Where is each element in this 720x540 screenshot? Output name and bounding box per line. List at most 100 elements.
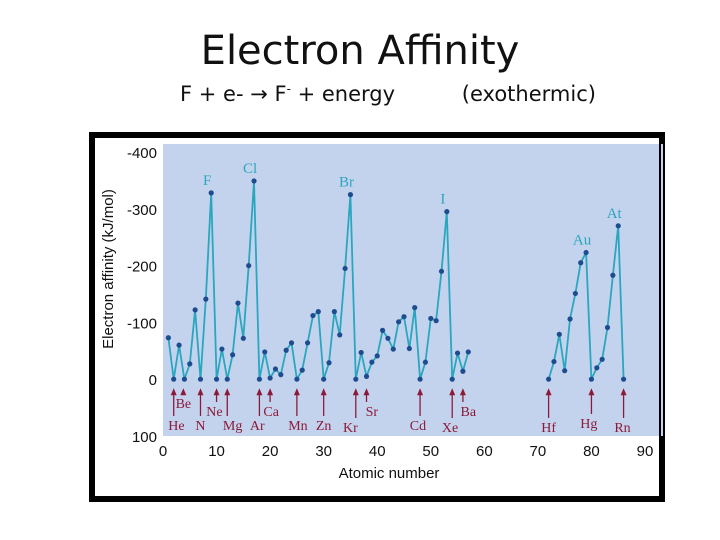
data-point [588, 376, 595, 382]
data-point [385, 335, 391, 341]
data-point [556, 331, 562, 337]
data-point [208, 190, 214, 196]
data-point [310, 312, 316, 319]
pointer-arrow-head [256, 388, 263, 396]
data-point [342, 265, 348, 272]
zero-element-label: Ca [263, 405, 279, 420]
x-tick-label: 10 [208, 443, 225, 460]
data-point [578, 260, 584, 266]
data-point [203, 296, 209, 302]
data-point [604, 324, 611, 331]
data-point [165, 335, 171, 341]
data-point [299, 367, 305, 373]
x-tick-label: 70 [530, 443, 547, 460]
data-point [326, 360, 332, 366]
data-point [294, 376, 300, 382]
data-point [240, 335, 246, 341]
data-point [546, 376, 552, 382]
x-tick-label: 30 [315, 443, 332, 460]
data-point [267, 375, 273, 381]
data-point [390, 346, 396, 352]
data-point [272, 366, 279, 372]
data-point [331, 309, 337, 315]
element-label: F [203, 173, 211, 189]
y-tick-label: -200 [127, 259, 157, 276]
data-point [187, 361, 193, 367]
data-point [305, 340, 311, 346]
zero-element-label: Ne [206, 405, 222, 420]
data-point [246, 263, 252, 269]
data-point [363, 373, 370, 379]
pointer-arrow-head [224, 388, 231, 396]
equation-spacer [395, 82, 462, 106]
pointer-arrow-head [545, 388, 552, 396]
pointer-arrow-head [293, 388, 300, 396]
slide-equation: F + e- → F- + energy (exothermic) [180, 82, 596, 106]
data-point [213, 376, 220, 382]
data-point [401, 314, 407, 320]
data-point [406, 345, 412, 352]
y-tick-label: 0 [149, 372, 157, 389]
data-point [594, 365, 600, 371]
zero-element-label: Ba [460, 405, 476, 420]
equation-superscript: - [286, 82, 291, 96]
zero-element-label: Zn [316, 419, 332, 434]
data-point [599, 356, 605, 362]
data-point [583, 249, 589, 256]
element-label: Au [573, 233, 592, 249]
data-point [315, 309, 321, 315]
equation-left: F + e- → F [180, 82, 287, 106]
data-point [465, 349, 471, 355]
y-tick-label: 100 [132, 429, 157, 446]
data-point [412, 305, 418, 311]
y-tick-label: -400 [127, 145, 157, 162]
equation-right: + energy [290, 82, 396, 106]
slide-title: Electron Affinity [200, 28, 520, 74]
chart-frame: -400 -300 -200 -100 0 100 0 10 20 30 40 50 60 70 80 90 A… [89, 132, 665, 502]
element-label: Cl [243, 161, 257, 177]
data-point [449, 376, 455, 382]
data-point [347, 192, 354, 198]
x-tick-label: 50 [422, 443, 439, 460]
x-tick-label: 40 [369, 443, 386, 460]
zero-element-label: Rn [614, 421, 630, 436]
data-point [181, 376, 188, 382]
element-label: I [440, 192, 445, 208]
data-point [288, 340, 295, 346]
data-point [256, 376, 262, 382]
data-point [610, 272, 616, 278]
y-tick-label: -100 [127, 315, 157, 332]
data-point [379, 327, 386, 333]
data-point [192, 307, 198, 313]
data-point [219, 346, 225, 352]
data-point [396, 319, 402, 325]
data-point [358, 349, 364, 356]
zero-element-label: Hf [541, 421, 556, 436]
pointer-arrow-head [588, 388, 595, 396]
chart-border [93, 136, 661, 498]
x-tick-label: 90 [637, 443, 654, 460]
pointer-arrow-head [352, 388, 359, 396]
y-axis-title: Electron affinity (kJ/mol) [100, 189, 117, 349]
x-tick-label: 60 [476, 443, 493, 460]
zero-element-label: Kr [343, 421, 358, 436]
data-point [438, 268, 445, 274]
data-point [224, 376, 230, 382]
pointer-arrow-head [197, 388, 204, 396]
x-tick-label: 80 [583, 443, 600, 460]
data-point [422, 359, 429, 365]
pointer-arrow-head [170, 388, 177, 396]
pointer-arrow-head [213, 388, 220, 396]
data-point [615, 223, 621, 229]
x-axis-title: Atomic number [339, 465, 440, 482]
zero-element-label: Sr [366, 405, 379, 420]
zero-element-label: He [168, 419, 184, 434]
zero-element-label: Xe [442, 421, 458, 436]
exothermic-note: (exothermic) [461, 82, 596, 106]
data-point [444, 209, 450, 215]
data-point [337, 332, 343, 338]
element-label: Br [339, 175, 354, 191]
data-point [262, 349, 268, 355]
pointer-arrow-head [180, 388, 187, 396]
